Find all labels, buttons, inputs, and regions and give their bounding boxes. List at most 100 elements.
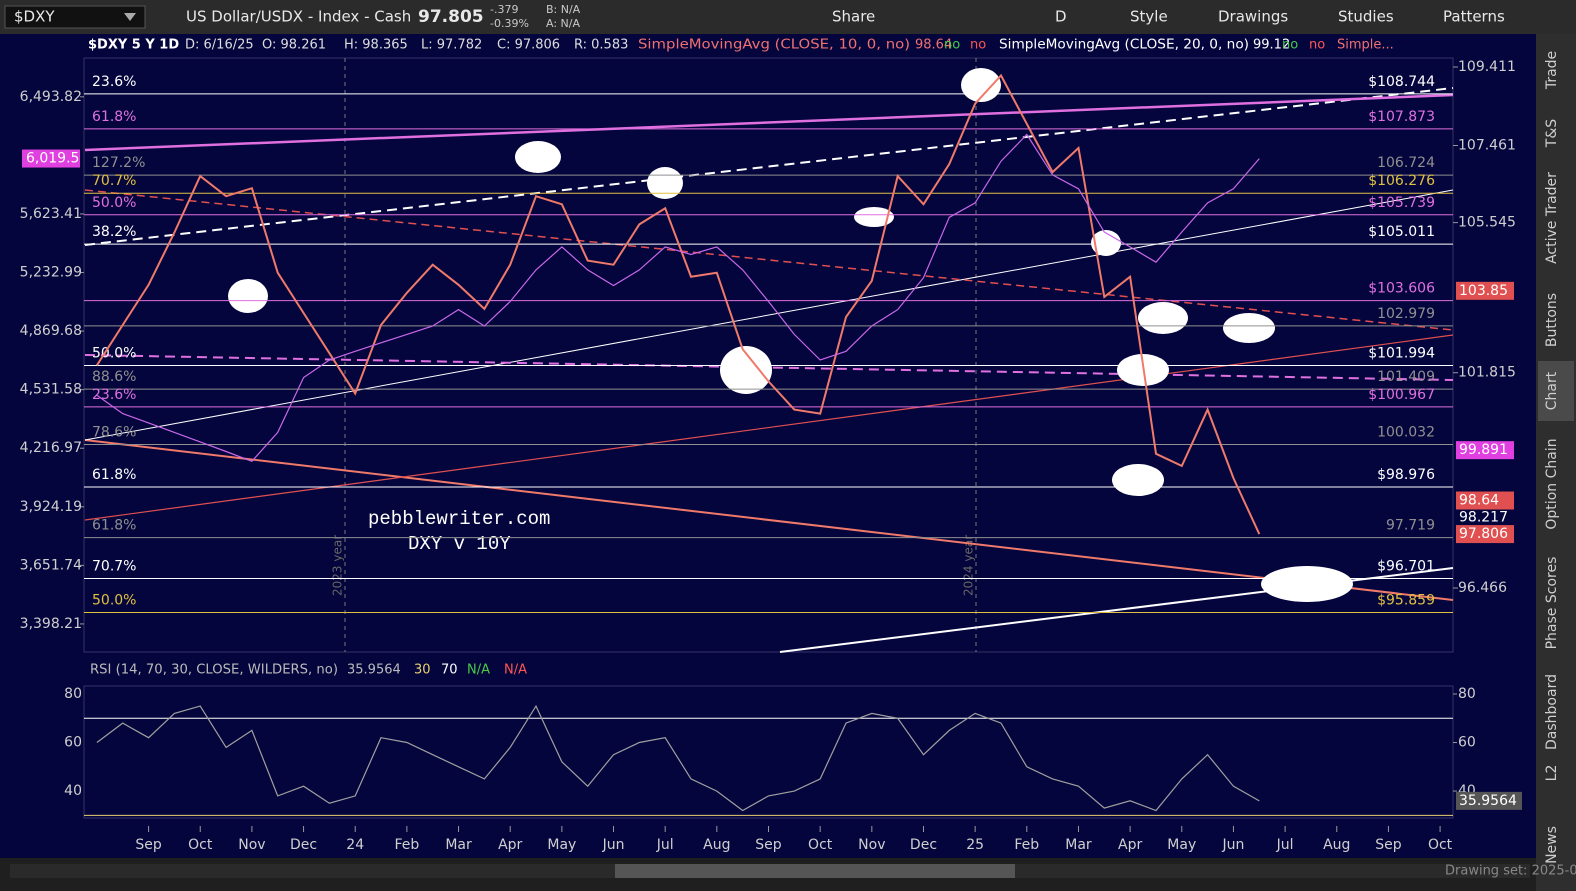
toolbar-buttons: Share D Style Drawings Studies Patterns: [832, 8, 1505, 26]
side-panel: [1536, 34, 1576, 891]
level-left-label: 61.8%: [92, 109, 136, 125]
y2-badge: [22, 149, 80, 168]
level-left-label: 88.6%: [92, 369, 136, 385]
level-label: $101.994: [1368, 346, 1435, 362]
y2-badge-label: 6,019.5: [26, 151, 79, 167]
side-tab[interactable]: Trade: [1544, 51, 1560, 90]
legend-item: O: 98.261: [262, 38, 326, 53]
y-tick-label: 109.411: [1458, 59, 1516, 75]
rsi-badge-label: 35.9564: [1459, 793, 1517, 809]
legend-item: 35.9564: [347, 663, 401, 678]
legend-item: no: [944, 38, 960, 53]
side-tab[interactable]: Chart: [1544, 371, 1560, 410]
symbol-box[interactable]: [4, 5, 146, 29]
toolbar-button[interactable]: D: [1055, 8, 1067, 26]
trend-line: [84, 439, 1454, 601]
y2-tick-label: 5,232.99: [20, 265, 82, 281]
toolbar-button[interactable]: Studies: [1338, 8, 1394, 26]
trend-line: [84, 87, 1454, 246]
side-tab[interactable]: Phase Scores: [1544, 557, 1560, 650]
side-tab[interactable]: Option Chain: [1544, 438, 1560, 529]
y2-tick-label: 4,216.97: [20, 440, 82, 456]
toolbar-button[interactable]: Style: [1130, 8, 1168, 26]
level-label: $95.859: [1377, 592, 1435, 608]
x-tick-label: Mar: [445, 837, 472, 853]
rsi-line: [96, 704, 1260, 812]
level-label: $100.967: [1368, 387, 1435, 403]
toolbar-button[interactable]: Share: [832, 8, 875, 26]
ask: A: N/A: [546, 17, 580, 30]
legend-item: 70: [441, 663, 458, 678]
side-tab[interactable]: News: [1544, 826, 1560, 864]
legend-item: N/A: [467, 663, 490, 678]
pct-change: -0.39%: [490, 17, 529, 30]
level-left-label: 23.6%: [92, 74, 136, 90]
oval: [1223, 313, 1275, 343]
scroll-thumb[interactable]: [615, 864, 1015, 878]
x-tick-label: Sep: [1375, 837, 1402, 853]
level-label: $106.276: [1368, 173, 1435, 189]
y2-tick-label: 3,398.21: [20, 616, 82, 632]
x-tick-label: Jun: [1222, 837, 1245, 853]
side-tab[interactable]: Dashboard: [1544, 674, 1560, 750]
x-tick-label: May: [547, 837, 576, 853]
y-tick-label: 101.815: [1458, 365, 1516, 381]
x-tick-label: Oct: [1428, 837, 1453, 853]
x-tick-label: Sep: [135, 837, 162, 853]
oval: [1091, 230, 1121, 256]
y2-tick-label: 6,493.82: [20, 89, 82, 105]
yield-line: [96, 133, 1260, 463]
x-tick-label: May: [1167, 837, 1196, 853]
side-tabs: Trade T&S Active Trader Buttons Chart Option …: [1538, 51, 1574, 864]
x-tick-label: Oct: [808, 837, 833, 853]
side-tab[interactable]: L2: [1544, 765, 1560, 782]
side-tab[interactable]: Active Trader: [1544, 172, 1560, 264]
level-label: 97.719: [1386, 518, 1435, 534]
rsi-panel: [83, 685, 1454, 819]
y-tick-label: 105.545: [1458, 215, 1516, 231]
toolbar: [0, 0, 1576, 34]
y2-tick-label: 4,869.68: [20, 323, 82, 339]
legend-item: D: 6/16/25: [185, 38, 254, 53]
x-tick-label: Apr: [1118, 837, 1142, 853]
level-left-label: 70.7%: [92, 559, 136, 575]
year-marker: 2023 year: [331, 535, 345, 596]
y-tick-label: 107.461: [1458, 137, 1516, 153]
level-left-label: 50.0%: [92, 346, 136, 362]
y-tick-label: 96.466: [1458, 580, 1507, 596]
rsi-tick-label: 40: [64, 783, 82, 799]
dropdown-icon[interactable]: [124, 13, 136, 21]
legend-item: SimpleMovingAvg (CLOSE, 20, 0, no): [999, 38, 1249, 53]
y2-tick-label: 5,623.41: [20, 206, 82, 222]
price-badge-label: 98.64: [1459, 493, 1499, 509]
legend-item: C: 97.806: [497, 38, 560, 53]
x-tick-label: Aug: [703, 837, 730, 853]
level-left-label: 38.2%: [92, 224, 136, 240]
price-badge-label: 97.806: [1459, 526, 1508, 542]
price-panel: [83, 57, 1454, 653]
toolbar-button[interactable]: Drawings: [1218, 8, 1288, 26]
legend-item: H: 98.365: [344, 38, 408, 53]
rsi-tick-label: 80: [64, 686, 82, 702]
oval: [228, 279, 268, 313]
level-label: $98.976: [1377, 467, 1435, 483]
x-tick-label: Nov: [238, 837, 265, 853]
x-tick-label: Jul: [1276, 837, 1294, 853]
side-tab[interactable]: Buttons: [1544, 293, 1560, 347]
oval: [1138, 302, 1188, 334]
x-tick-label: Jul: [656, 837, 674, 853]
level-label: 101.409: [1377, 369, 1435, 385]
side-tab[interactable]: T&S: [1544, 119, 1560, 148]
toolbar-button[interactable]: Patterns: [1443, 8, 1505, 26]
trend-line: [84, 354, 1454, 381]
x-tick-label: Feb: [1014, 837, 1039, 853]
bid: B: N/A: [546, 3, 581, 16]
level-left-label: 23.6%: [92, 387, 136, 403]
symbol[interactable]: $DXY: [14, 8, 55, 26]
legend-item: no: [1282, 38, 1298, 53]
watermark: pebblewriter.com: [368, 508, 550, 530]
x-tick-label: Sep: [755, 837, 782, 853]
legend-item: N/A: [504, 663, 527, 678]
oval: [647, 167, 683, 199]
x-tick-label: Aug: [1323, 837, 1350, 853]
